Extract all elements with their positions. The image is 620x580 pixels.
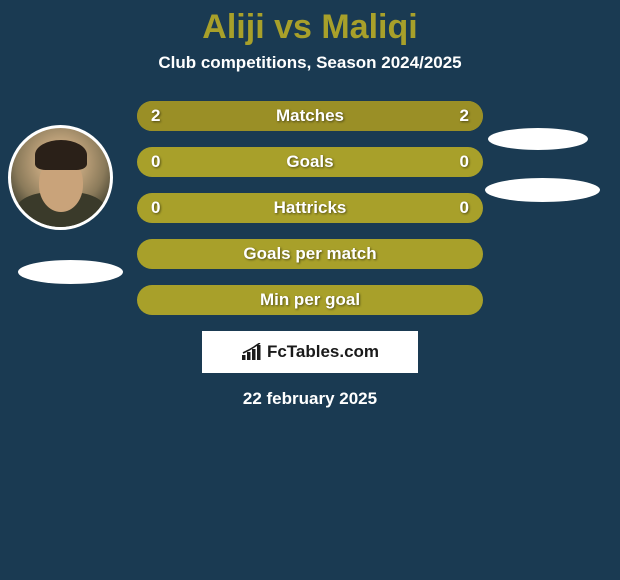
date: 22 february 2025 [0,389,620,409]
brand-logo[interactable]: FcTables.com [202,331,418,373]
stat-label: Min per goal [260,290,360,310]
stats-container: 2 Matches 2 0 Goals 0 0 Hattricks 0 Goal… [137,101,483,315]
player-right-name-placeholder [485,178,600,202]
subtitle: Club competitions, Season 2024/2025 [0,53,620,101]
stat-right-value: 0 [460,152,469,172]
stat-row-goals-per-match: Goals per match [137,239,483,269]
stat-label: Hattricks [274,198,347,218]
avatar-circle [8,125,113,230]
player-right-avatar-placeholder [488,128,588,150]
stat-label: Goals [286,152,333,172]
page-title: Aliji vs Maliqi [0,0,620,53]
brand-text: FcTables.com [267,342,379,362]
chart-icon [241,343,263,361]
player-left-name-placeholder [18,260,123,284]
stat-left-value: 2 [151,106,160,126]
player-left-avatar [8,125,113,230]
stat-label: Goals per match [243,244,376,264]
stat-right-value: 2 [460,106,469,126]
stat-row-matches: 2 Matches 2 [137,101,483,131]
stat-row-min-per-goal: Min per goal [137,285,483,315]
stat-left-value: 0 [151,198,160,218]
stat-left-value: 0 [151,152,160,172]
stat-row-hattricks: 0 Hattricks 0 [137,193,483,223]
stat-row-goals: 0 Goals 0 [137,147,483,177]
stat-label: Matches [276,106,344,126]
stat-right-value: 0 [460,198,469,218]
